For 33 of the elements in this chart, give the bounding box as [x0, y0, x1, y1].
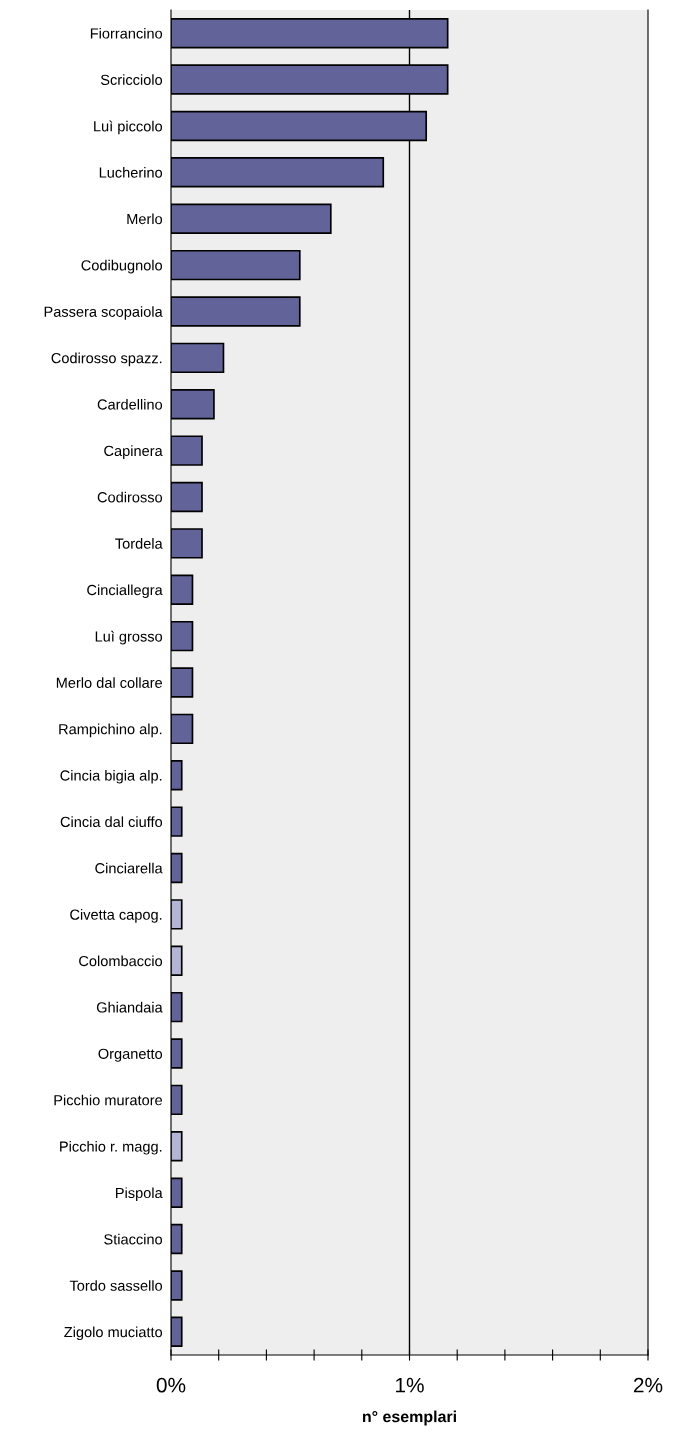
y-tick-label: Stiaccino	[104, 1233, 163, 1245]
y-tick-label: Cincia dal ciuffo	[60, 816, 163, 828]
y-tick-label: Codibugnolo	[81, 259, 163, 274]
y-tick-label: Picchio muratore	[54, 1094, 163, 1106]
y-tick-label: Merlo dal collare	[56, 677, 163, 688]
x-tick-label: 1%	[396, 1377, 424, 1393]
y-tick-label: Codirosso	[97, 491, 163, 503]
y-tick-label: Colombaccio	[79, 955, 163, 967]
y-tick-label: Scricciolo	[100, 74, 163, 85]
x-axis-title: n° esemplari	[362, 1410, 456, 1426]
y-tick-label: Rampichino alp.	[59, 723, 162, 738]
y-tick-label: Cincia bigia alp.	[60, 769, 162, 784]
y-tick-label: Luì grosso	[95, 630, 163, 645]
y-tick-label: Tordela	[115, 538, 163, 549]
x-tick-label: 2%	[633, 1377, 663, 1393]
y-tick-label: Cinciarella	[95, 862, 163, 874]
x-tick-label: 0%	[156, 1377, 186, 1393]
y-tick-label: Lucherino	[99, 167, 163, 178]
y-tick-label: Cardellino	[97, 398, 163, 410]
y-tick-label: Organetto	[98, 1048, 163, 1062]
y-tick-label: Merlo	[127, 213, 163, 225]
y-tick-label: Civetta capog.	[70, 909, 162, 923]
y-tick-label: Passera scopaiola	[44, 306, 163, 320]
y-tick-label: Codirosso spazz.	[51, 352, 162, 367]
y-tick-label: Tordo sassello	[69, 1280, 163, 1291]
y-tick-label: Picchio r. magg.	[60, 1141, 162, 1155]
y-tick-label: Fiorrancino	[90, 27, 163, 39]
y-tick-label: Pispola	[116, 1187, 163, 1201]
y-tick-label: Ghiandaia	[96, 1001, 163, 1013]
y-tick-label: Zigolo muciatto	[64, 1326, 163, 1341]
y-tick-label: Capinera	[104, 445, 163, 459]
y-tick-label: Cinciallegra	[87, 584, 163, 599]
y-tick-label: Luì piccolo	[94, 120, 163, 135]
